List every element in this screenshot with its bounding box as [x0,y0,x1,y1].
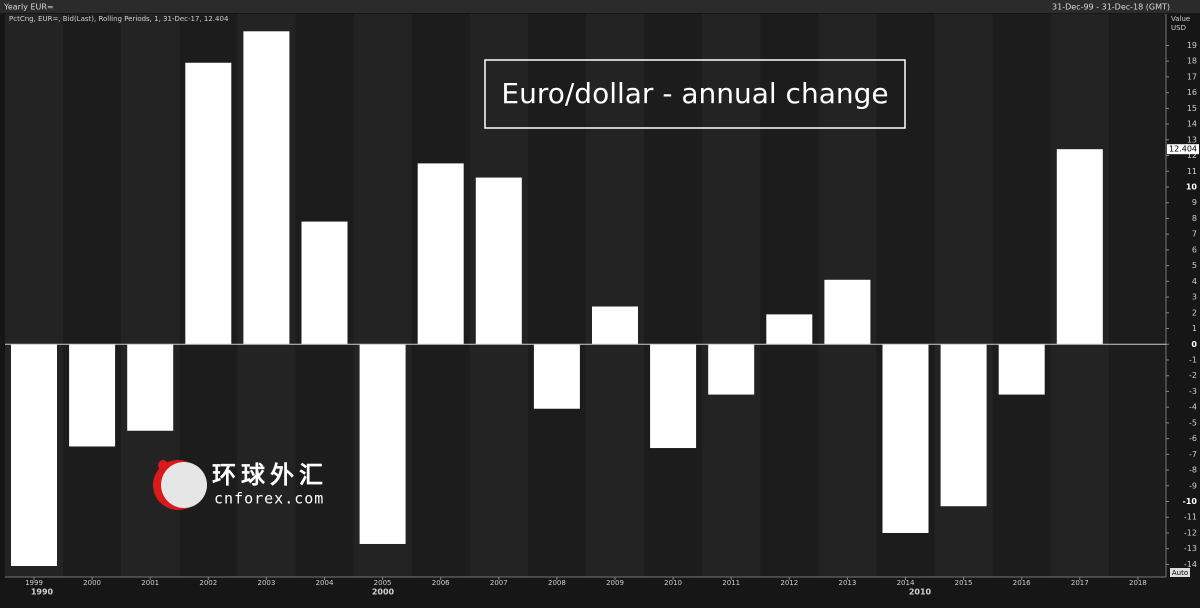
bar [592,306,638,345]
bar [127,344,174,431]
x-tick-label: 2001 [141,579,159,587]
bar [475,177,522,345]
bar [69,344,116,447]
y-tick-label: 1 [1192,324,1197,333]
y-tick-label: -1 [1189,355,1197,364]
y-tick-label: -3 [1189,387,1197,396]
y-tick-label: 17 [1187,72,1197,81]
x-tick-label: 2018 [1129,579,1147,587]
x-tick-label: 2017 [1071,579,1089,587]
y-tick-label: 19 [1187,41,1197,50]
x-tick-label: 2012 [780,579,798,587]
y-tick-label: 3 [1192,293,1197,302]
y-tick-label: 16 [1187,88,1197,97]
y-tick-label: 6 [1192,245,1197,254]
bar [650,344,697,449]
x-tick-label: 2011 [722,579,740,587]
y-tick-label: 7 [1192,230,1197,239]
column-stripe [702,14,761,577]
y-tick-label: 8 [1192,214,1197,223]
window-title: Yearly EUR= [3,3,54,12]
logo-globe [161,462,207,508]
bar [766,314,813,345]
y-tick-label: 0 [1191,340,1197,349]
x-tick-label: 2009 [606,579,624,587]
y-tick-label: 12 [1187,151,1197,160]
y-tick-label: -6 [1189,434,1197,443]
column-stripe [585,14,645,577]
x-tick-label: 2004 [316,579,334,587]
bar [998,344,1045,395]
auto-button[interactable] [1170,568,1190,577]
header-bar [0,0,1200,13]
auto-label[interactable]: Auto [1172,569,1188,577]
decade-label: 1990 [31,588,54,597]
y-tick-label: 11 [1187,167,1197,176]
x-tick-label: 2013 [838,579,856,587]
y-tick-label: 4 [1192,277,1197,286]
y-tick-label: -10 [1183,497,1198,506]
y-tick-label: 5 [1192,261,1197,270]
y-tick-label: -2 [1189,371,1197,380]
bar [882,344,929,533]
chart-title: Euro/dollar - annual change [501,77,888,110]
y-tick-label: -9 [1189,481,1197,490]
series-legend: PctCng, EUR=, Bid(Last), Rolling Periods… [9,15,229,23]
y-tick-label: -12 [1184,528,1197,537]
x-tick-label: 2014 [897,579,915,587]
y-tick-label: 14 [1187,120,1197,129]
y-tick-label: 15 [1187,104,1197,113]
watermark-name: 环球外汇 [212,461,328,489]
decade-label: 2010 [909,588,932,597]
y-axis-label: Value [1171,15,1190,23]
bar [11,344,57,566]
y-tick-label: 18 [1187,57,1197,66]
x-tick-label: 2016 [1013,579,1031,587]
y-tick-label: 13 [1187,135,1197,144]
title-box [484,59,906,129]
x-tick-label: 2010 [664,579,682,587]
y-axis-unit: USD [1171,24,1186,32]
last-value-tag [1167,144,1199,155]
bar [1056,149,1103,345]
y-tick-label: -5 [1189,418,1197,427]
x-tick-label: 2007 [490,579,508,587]
y-tick-label: 9 [1192,198,1197,207]
watermark: 环球外汇 cnforex.com [153,460,328,510]
y-tick-label: -4 [1189,403,1197,412]
plot-area [4,14,1167,578]
bar [243,31,290,345]
x-tick-label: 2002 [199,579,217,587]
decade-label: 2000 [372,588,395,597]
y-tick-label: -13 [1184,544,1197,553]
bar [533,344,580,409]
y-tick-label: -11 [1184,513,1197,522]
bar [359,344,406,544]
watermark-site: cnforex.com [214,490,324,508]
bar [301,221,348,345]
y-tick-label: 10 [1186,182,1198,191]
y-tick-label: -7 [1189,450,1197,459]
bar [708,344,755,395]
bar [940,344,987,507]
x-tick-label: 2008 [548,579,566,587]
logo-dot [158,460,168,470]
x-tick-label: 2003 [257,579,275,587]
y-tick-label: 2 [1192,308,1197,317]
x-tick-label: 2015 [955,579,973,587]
bar [824,279,871,345]
date-range: 31-Dec-99 - 31-Dec-18 (GMT) [1052,3,1170,12]
x-tick-label: 2006 [432,579,450,587]
y-tick-label: -14 [1184,560,1197,569]
x-tick-label: 2005 [374,579,392,587]
y-tick-label: -8 [1189,466,1197,475]
x-tick-label: 2000 [83,579,101,587]
bar [417,163,464,345]
x-tick-label: 1999 [25,579,43,587]
bar [185,62,232,345]
last-value-label: 12.404 [1169,145,1197,154]
